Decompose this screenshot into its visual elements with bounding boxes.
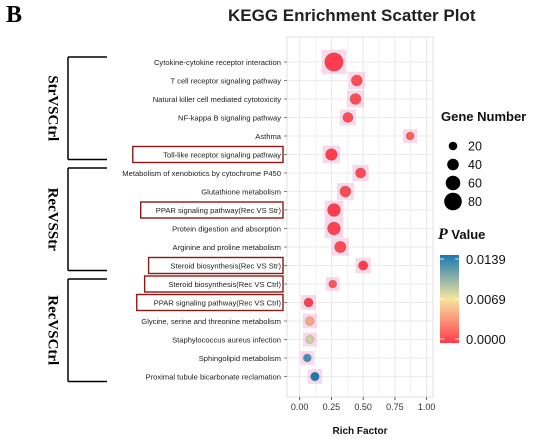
x-axis-label: Rich Factor [332, 426, 387, 437]
y-tick-label: Steroid biosynthesis(Rec VS Str) [170, 262, 281, 271]
data-point [327, 203, 341, 217]
data-point [405, 131, 415, 141]
y-tick-label: Proximal tubule bicarbonate reclamation [146, 373, 282, 382]
color-legend-label: 0.0000 [466, 332, 506, 347]
panel-letter: B [6, 2, 23, 28]
data-point [351, 74, 363, 87]
y-tick-label: Sphingolipid metabolism [199, 354, 281, 363]
y-tick-label: Asthma [255, 132, 282, 141]
y-tick-label: PPAR signaling pathway(Rec VS Str) [156, 206, 282, 215]
x-tick-label: 0.50 [354, 402, 372, 412]
data-point [334, 241, 347, 253]
x-tick-label: 0.75 [386, 402, 404, 412]
highlight-box [136, 293, 284, 312]
size-legend-label: 40 [468, 158, 482, 172]
y-tick-label: Toll-like receptor signaling pathway [163, 151, 281, 160]
color-legend-title: P Value [437, 226, 485, 243]
y-tick-label: NF-kappa B signaling pathway [178, 114, 281, 123]
y-tick-label: PPAR signaling pathway(Rec VS Ctrl) [154, 299, 282, 308]
highlight-box [147, 256, 284, 275]
color-legend-label: 0.0139 [466, 252, 506, 267]
y-tick-label: T cell receptor signaling pathway [171, 77, 282, 86]
size-legend-label: 60 [468, 177, 482, 191]
data-point [305, 316, 315, 326]
data-point [342, 112, 354, 123]
highlight-box [139, 201, 284, 219]
x-tick-label: 0.00 [291, 402, 309, 412]
size-legend-label: 80 [468, 195, 482, 209]
x-tick-label: 1.00 [418, 402, 436, 412]
data-point [305, 335, 315, 344]
size-legend-dot [447, 158, 459, 171]
y-tick-label: Glutathione metabolism [201, 188, 281, 197]
chart-title: KEGG Enrichment Scatter Plot [228, 6, 476, 25]
group-label: RecVSCtrl [45, 295, 61, 365]
size-legend-dot [445, 175, 461, 191]
data-point [303, 297, 314, 308]
data-point [328, 279, 337, 289]
data-point [355, 167, 366, 179]
group-label: RecVSStr [45, 188, 61, 252]
highlight-box [132, 145, 284, 164]
y-tick-label: Glycine, serine and threonine metabolism [141, 317, 281, 326]
size-legend-title: Gene Number [441, 109, 526, 124]
data-point [358, 260, 369, 271]
group-label: StrVSCtrl [45, 75, 61, 141]
data-point [310, 371, 320, 382]
data-point [303, 353, 312, 363]
y-tick-label: Steroid biosynthesis(Rec VS Ctrl) [168, 280, 281, 289]
color-legend-bar [440, 255, 459, 343]
highlight-box [143, 275, 284, 293]
y-tick-label: Natural killer cell mediated cytotoxicit… [153, 95, 281, 104]
data-point [325, 148, 338, 161]
data-point [349, 93, 362, 105]
data-point [327, 221, 341, 236]
y-tick-label: Arginine and proline metabolism [173, 243, 281, 252]
x-tick-label: 0.25 [323, 402, 341, 412]
size-legend-dot [448, 141, 458, 151]
size-legend-label: 20 [468, 140, 482, 154]
size-legend-dot [444, 192, 462, 211]
color-legend-label: 0.0069 [466, 292, 506, 307]
data-point [339, 185, 352, 198]
y-tick-label: Cytokine-cytokine receptor interaction [154, 58, 281, 67]
data-point [324, 52, 344, 72]
y-tick-label: Metabolism of xenobiotics by cytochrome … [122, 169, 281, 178]
y-tick-label: Staphylococcus aureus infection [172, 336, 281, 345]
y-tick-label: Protein digestion and absorption [172, 225, 281, 234]
